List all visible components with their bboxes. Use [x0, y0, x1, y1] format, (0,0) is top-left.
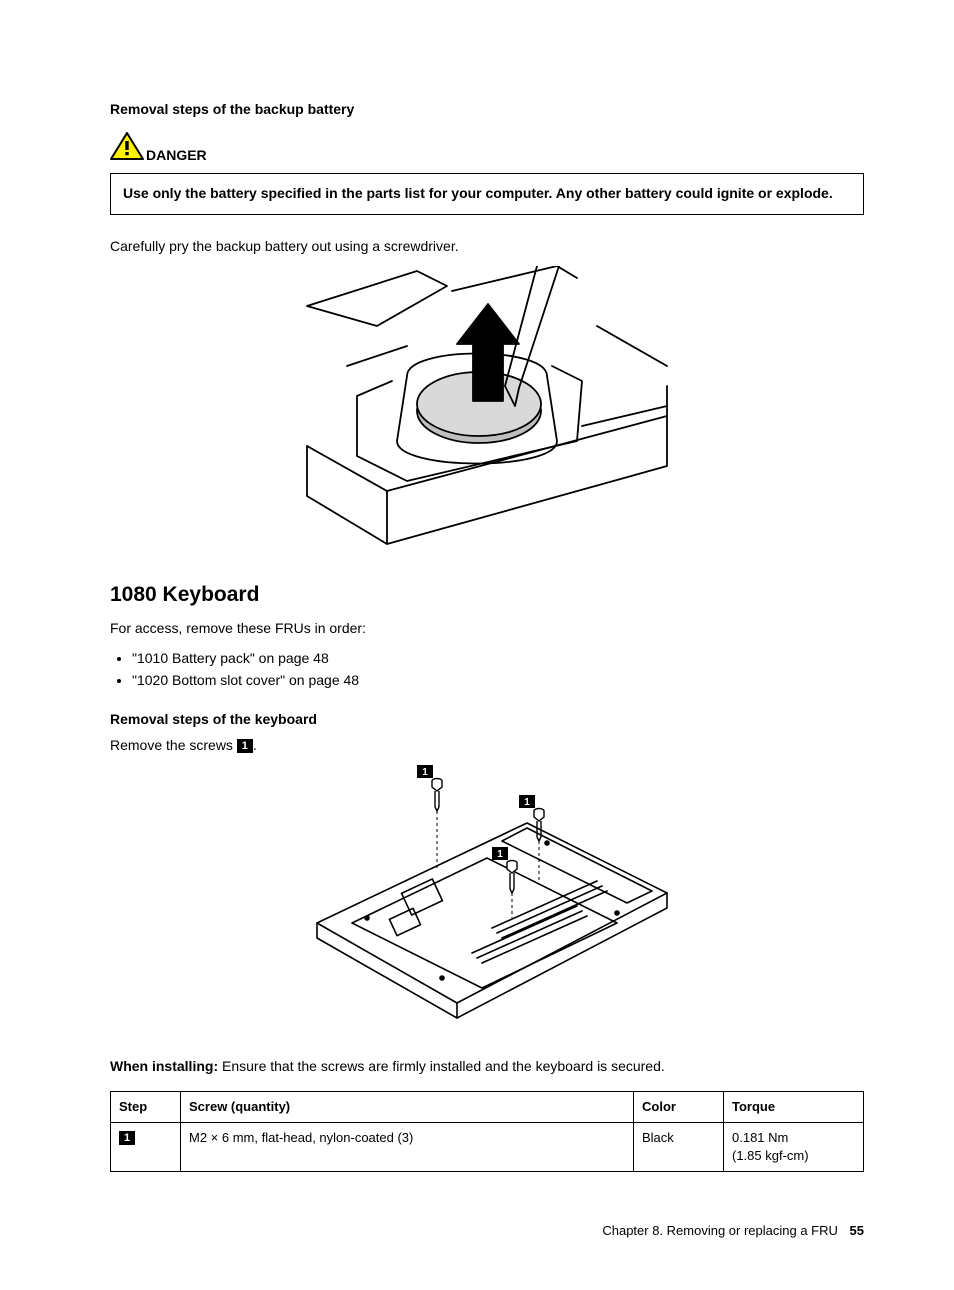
section1-title: Removal steps of the backup battery — [110, 100, 864, 120]
step-callout-icon: 1 — [237, 739, 253, 753]
step-prefix: Remove the screws — [110, 737, 237, 753]
danger-row: DANGER — [110, 132, 864, 166]
footer-page-number: 55 — [850, 1223, 864, 1238]
td-step: 1 — [111, 1122, 181, 1171]
warning-triangle-icon — [110, 132, 144, 166]
section2-heading: 1080 Keyboard — [110, 580, 864, 609]
th-color: Color — [634, 1091, 724, 1122]
th-torque: Torque — [724, 1091, 864, 1122]
torque-l2: (1.85 kgf-cm) — [732, 1148, 809, 1163]
table-header-row: Step Screw (quantity) Color Torque — [111, 1091, 864, 1122]
screw-table: Step Screw (quantity) Color Torque 1 M2 … — [110, 1091, 864, 1173]
diagram-backup-battery — [110, 266, 864, 552]
page-footer: Chapter 8. Removing or replacing a FRU 5… — [110, 1222, 864, 1240]
section2-subtitle: Removal steps of the keyboard — [110, 710, 864, 730]
install-note: When installing: Ensure that the screws … — [110, 1057, 864, 1077]
remove-screws-line: Remove the screws 1. — [110, 736, 864, 756]
diagram-keyboard-screws: 1 1 — [110, 763, 864, 1029]
table-row: 1 M2 × 6 mm, flat-head, nylon-coated (3)… — [111, 1122, 864, 1171]
th-step: Step — [111, 1091, 181, 1122]
step-suffix: . — [253, 737, 257, 753]
install-text: Ensure that the screws are firmly instal… — [218, 1058, 665, 1074]
fru-item: "1010 Battery pack" on page 48 — [132, 649, 864, 669]
td-screw: M2 × 6 mm, flat-head, nylon-coated (3) — [181, 1122, 634, 1171]
fru-list: "1010 Battery pack" on page 48 "1020 Bot… — [110, 649, 864, 690]
step-callout-icon: 1 — [119, 1131, 135, 1145]
install-lead: When installing: — [110, 1058, 218, 1074]
diagram-callout-label: 1 — [524, 797, 530, 808]
section2-intro: For access, remove these FRUs in order: — [110, 619, 864, 639]
danger-warning-box: Use only the battery specified in the pa… — [110, 173, 864, 215]
diagram-callout-label: 1 — [422, 767, 428, 778]
diagram-callout-label: 1 — [497, 849, 503, 860]
footer-chapter: Chapter 8. Removing or replacing a FRU — [602, 1223, 838, 1238]
th-screw: Screw (quantity) — [181, 1091, 634, 1122]
page-container: Removal steps of the backup battery DANG… — [0, 0, 954, 1290]
torque-l1: 0.181 Nm — [732, 1130, 788, 1145]
danger-label: DANGER — [146, 146, 207, 166]
section1-instruction: Carefully pry the backup battery out usi… — [110, 237, 864, 257]
td-torque: 0.181 Nm (1.85 kgf-cm) — [724, 1122, 864, 1171]
td-color: Black — [634, 1122, 724, 1171]
fru-item: "1020 Bottom slot cover" on page 48 — [132, 671, 864, 691]
